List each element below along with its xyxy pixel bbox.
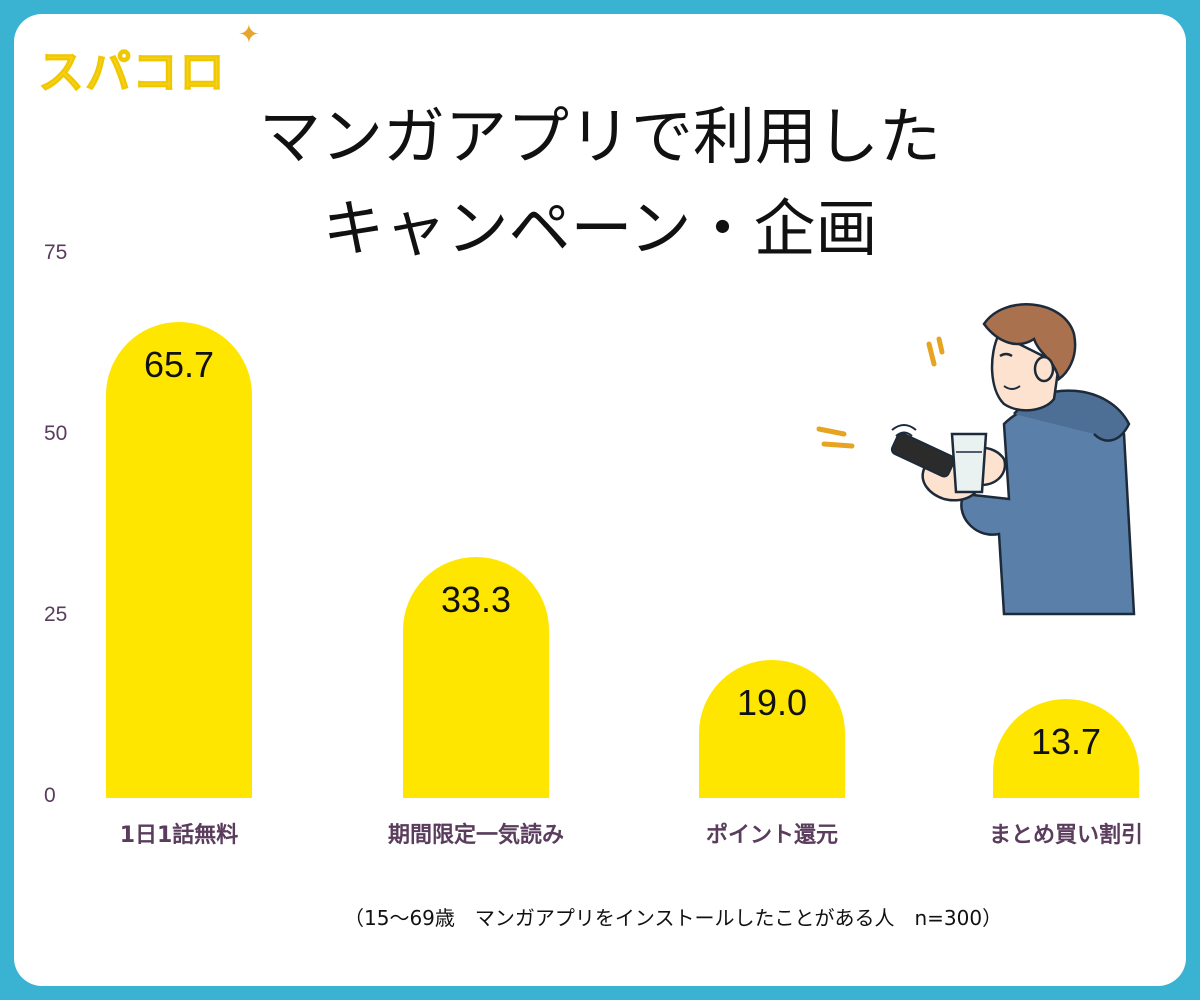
category-label: 1日1話無料 (119, 823, 239, 848)
bar-value-label: 13.7 (1030, 720, 1102, 762)
bar (699, 660, 845, 798)
y-tick-label: 75 (44, 241, 68, 264)
y-tick-label: 50 (44, 422, 68, 445)
y-tick-label: 0 (44, 784, 56, 807)
category-label: 期間限定一気読み (387, 823, 564, 848)
brand-logo-text: スパコロ (38, 45, 226, 100)
chart-title-line1: マンガアプリで利用した (258, 100, 941, 173)
chart-card: スパコロ ✦ マンガアプリで利用した キャンペーン・企画 0 25 50 75 65.7… (14, 14, 1186, 986)
sample-footnote: （15〜69歳 マンガアプリをインストールしたことがある人 n=300） (344, 906, 1003, 930)
brand-logo: スパコロ ✦ (38, 20, 260, 102)
y-tick-label: 25 (44, 603, 68, 626)
sparkle-icon: ✦ (238, 20, 261, 50)
bar (403, 556, 549, 798)
category-label: まとめ買い割引 (988, 823, 1143, 848)
bar-value-label: 33.3 (440, 578, 512, 620)
person-reading-phone-illustration (816, 303, 1136, 616)
bar (106, 322, 252, 798)
bar-value-label: 19.0 (736, 682, 808, 724)
chart-title-line2: キャンペーン・企画 (322, 192, 878, 265)
bar-value-label: 65.7 (143, 344, 215, 386)
category-label: ポイント還元 (705, 823, 838, 848)
